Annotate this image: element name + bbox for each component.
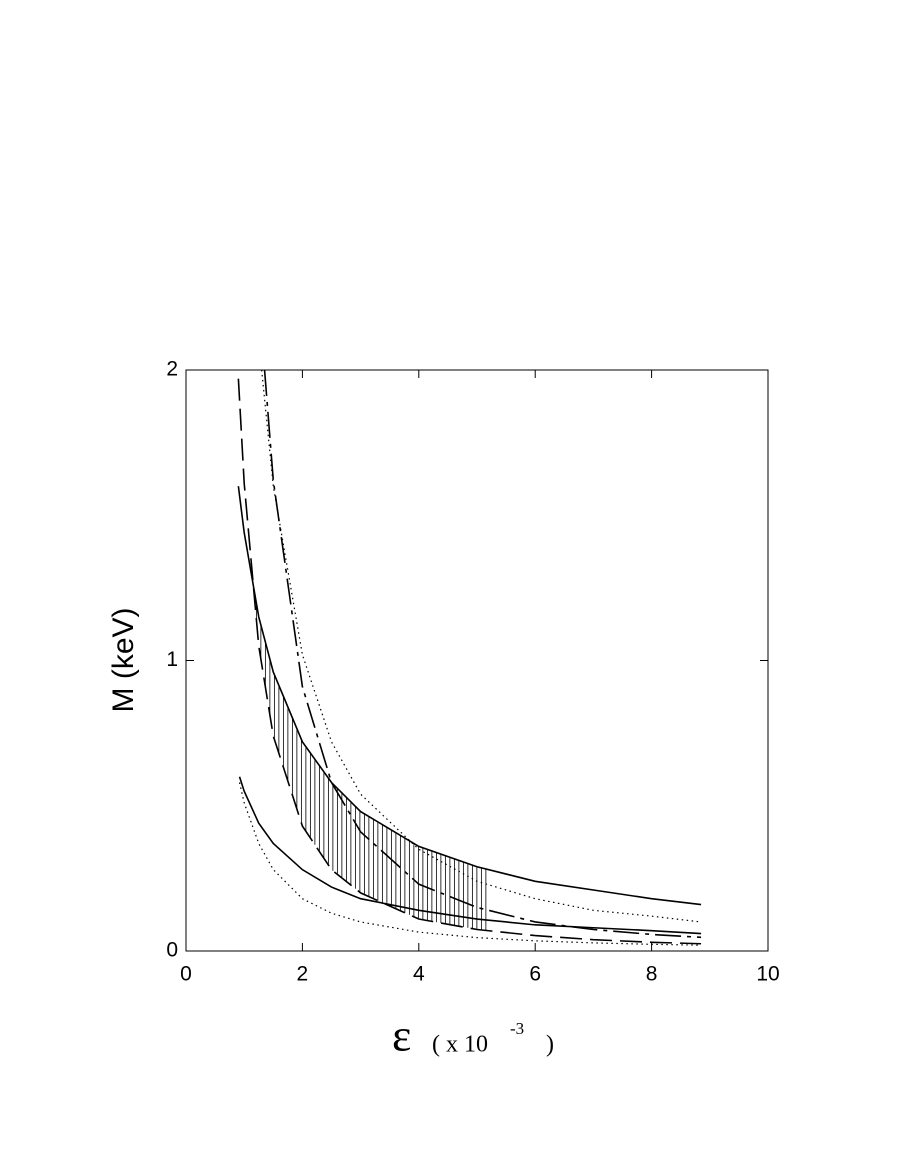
x-tick-label: 8 bbox=[646, 963, 658, 986]
x-tick-label: 2 bbox=[297, 963, 309, 986]
x-label-close: ) bbox=[546, 1032, 554, 1058]
x-tick-label: 4 bbox=[413, 963, 425, 986]
plot-area bbox=[237, 370, 702, 946]
x-axis-label: ε ( x 10 -3 ) bbox=[392, 1010, 554, 1061]
x-label-exponent: -3 bbox=[510, 1019, 524, 1038]
y-tick-label: 1 bbox=[166, 648, 178, 671]
series-line bbox=[237, 378, 702, 945]
series-line bbox=[263, 370, 702, 939]
series-line bbox=[237, 486, 702, 906]
y-axis-label: M (keV) bbox=[107, 608, 140, 713]
x-tick-label: 6 bbox=[529, 963, 541, 986]
y-tick-label: 0 bbox=[166, 939, 178, 962]
series-line bbox=[261, 370, 702, 923]
plot-frame bbox=[185, 369, 769, 952]
series-line bbox=[238, 776, 702, 935]
y-tick-label: 2 bbox=[166, 358, 178, 381]
x-label-symbol: ε bbox=[392, 1010, 411, 1061]
x-tick-label: 0 bbox=[180, 963, 192, 986]
x-label-unit: ( x 10 bbox=[432, 1032, 488, 1058]
x-tick-label: 10 bbox=[756, 963, 779, 986]
